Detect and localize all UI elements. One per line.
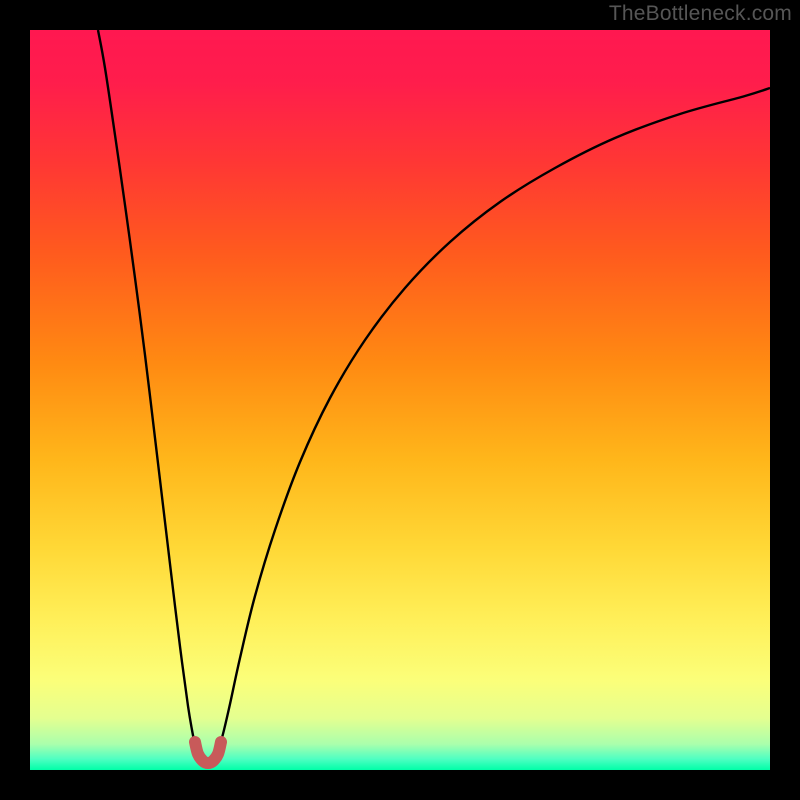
watermark-text: TheBottleneck.com bbox=[609, 2, 792, 26]
plot-area bbox=[30, 30, 770, 770]
bottleneck-curve bbox=[30, 30, 770, 770]
curve-right-branch bbox=[220, 88, 770, 745]
curve-left-branch bbox=[98, 30, 195, 745]
minimum-marker bbox=[195, 742, 221, 763]
